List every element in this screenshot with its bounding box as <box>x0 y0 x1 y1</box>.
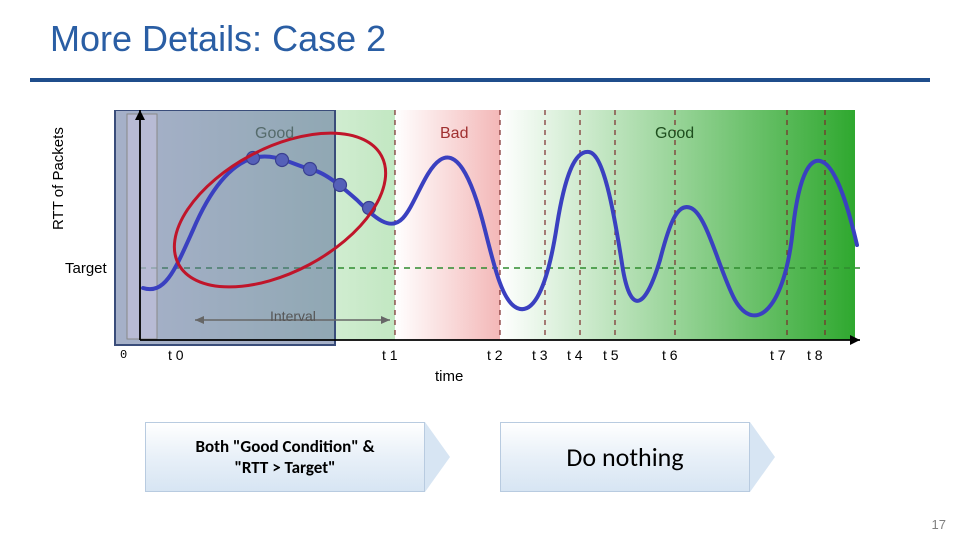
region-label: Good <box>655 125 694 143</box>
region-label: Bad <box>440 125 468 143</box>
time-tick: t 5 <box>603 347 619 363</box>
time-tick: t 6 <box>662 347 678 363</box>
time-tick: t 8 <box>807 347 823 363</box>
rtt-chart: RTT of Packets Target 0 time GoodBadGood… <box>55 110 875 380</box>
time-tick: t 4 <box>567 347 583 363</box>
title-rule <box>30 78 930 82</box>
condition-callout: Both "Good Condition" &"RTT > Target" <box>145 422 425 492</box>
time-tick: t 3 <box>532 347 548 363</box>
region-label: Good <box>255 125 294 143</box>
time-tick: t 1 <box>382 347 398 363</box>
action-callout: Do nothing <box>500 422 750 492</box>
time-tick: t 0 <box>168 347 184 363</box>
interval-label: Interval <box>270 308 316 324</box>
chart-svg <box>55 110 875 380</box>
time-tick: t 7 <box>770 347 786 363</box>
slide-title: More Details: Case 2 <box>50 18 386 60</box>
page-number: 17 <box>932 517 946 532</box>
time-tick: t 2 <box>487 347 503 363</box>
